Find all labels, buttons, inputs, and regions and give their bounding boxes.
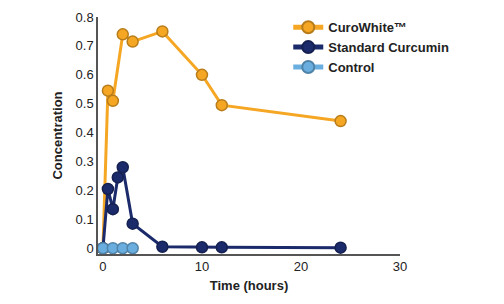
svg-text:0.1: 0.1 [76, 212, 94, 227]
svg-text:Time (hours): Time (hours) [210, 278, 289, 293]
svg-text:0.6: 0.6 [76, 67, 94, 82]
svg-text:0.7: 0.7 [76, 38, 94, 53]
svg-text:0.4: 0.4 [76, 125, 94, 140]
svg-text:Standard Curcumin: Standard Curcumin [328, 40, 449, 55]
svg-text:30: 30 [393, 259, 407, 274]
svg-text:CuroWhite™: CuroWhite™ [328, 20, 407, 35]
svg-text:Concentration: Concentration [50, 91, 65, 179]
svg-text:0: 0 [86, 241, 93, 256]
svg-text:0.8: 0.8 [76, 10, 94, 25]
svg-text:0.3: 0.3 [76, 154, 94, 169]
svg-text:20: 20 [294, 259, 308, 274]
svg-text:0.2: 0.2 [76, 183, 94, 198]
svg-text:Control: Control [328, 60, 374, 75]
svg-text:0: 0 [99, 259, 106, 274]
svg-text:10: 10 [195, 259, 209, 274]
svg-text:0.5: 0.5 [76, 96, 94, 111]
